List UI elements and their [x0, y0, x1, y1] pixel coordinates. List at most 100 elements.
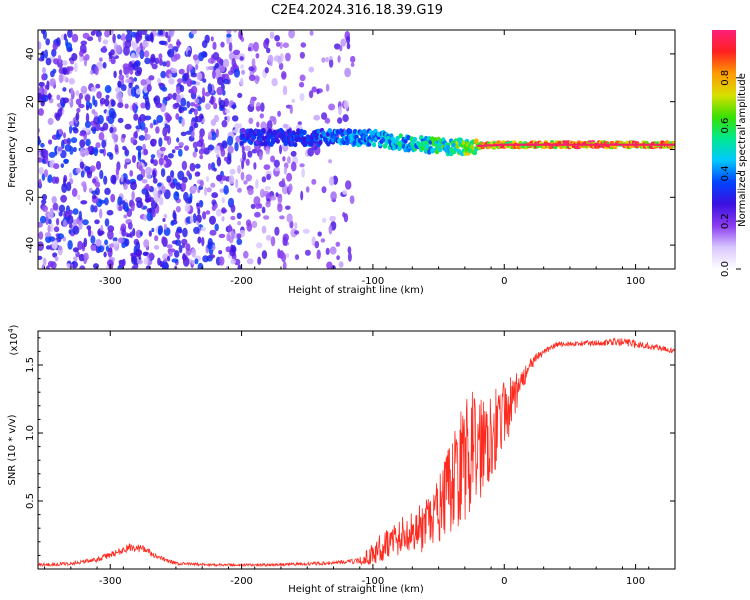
spectrogram-cell [154, 245, 160, 250]
spectrogram-cell [135, 125, 142, 130]
spectrogram-cell [84, 120, 92, 128]
spectrogram-cell [251, 220, 258, 228]
spectrogram-cell [105, 94, 110, 99]
spectrogram-cell [107, 229, 114, 240]
colorbar-tick-label: 0.4 [720, 165, 731, 181]
spectrogram-cell [137, 149, 142, 158]
spectrogram-cell [155, 126, 160, 134]
spectrogram-cell [219, 65, 226, 73]
spectrogram-cell [207, 238, 213, 247]
spectrogram-cell [121, 133, 126, 139]
spectrogram-cell [69, 172, 73, 179]
spectrogram-cell [115, 87, 121, 93]
spectrogram-cell [286, 128, 292, 134]
spectrogram-cell [104, 218, 110, 227]
spectrogram-cell [199, 180, 204, 188]
spectrogram-cell [38, 255, 43, 260]
spectrogram-cell [313, 114, 321, 121]
spectrogram-cell [57, 146, 63, 152]
spectrogram-cell [202, 255, 209, 263]
spectrogram-cell [282, 123, 289, 129]
spectrogram-cell [226, 115, 230, 123]
spectrogram-cell [151, 227, 155, 233]
spectrogram-cell [282, 85, 288, 96]
spectrogram-cell [241, 160, 245, 170]
spectrogram-cell [266, 120, 273, 130]
spectrogram-cell [321, 112, 328, 120]
spectrogram-cell [130, 203, 135, 212]
spectrogram-cell [395, 135, 400, 141]
spectrogram-cell [164, 96, 171, 101]
spectrogram-cell [226, 233, 231, 242]
spectrogram-cell [38, 81, 45, 87]
spectrogram-cell [201, 236, 205, 247]
spectrogram-cell [256, 121, 260, 128]
spectrogram-cell [371, 142, 377, 148]
spectrogram-cell [221, 120, 228, 128]
spectrogram-cell [102, 62, 107, 69]
spectrogram-cell [47, 174, 53, 184]
spectrogram-cell [263, 39, 269, 50]
spectrogram-cell [172, 212, 177, 220]
spectrogram-cell [73, 256, 78, 262]
spectrogram-cell [207, 131, 213, 141]
spectrogram-cell [254, 211, 261, 218]
spectrogram-cell [337, 55, 341, 63]
spectrogram-cell [255, 178, 259, 189]
spectrogram-cell [120, 84, 127, 92]
spectrogram-cell [85, 104, 90, 111]
spectrogram-cell [276, 41, 281, 47]
spectrogram-cell [38, 178, 42, 187]
colorbar-gradient [712, 30, 736, 269]
spectrogram-cell [90, 235, 96, 244]
spectrogram-cell [335, 241, 341, 247]
spectrogram-cell [324, 117, 331, 124]
spectrogram-cell [124, 163, 128, 170]
spectrogram-cell [98, 230, 105, 235]
spectrogram-cell [51, 48, 57, 58]
spectrogram-cell [275, 192, 279, 198]
spectrogram-cell [274, 226, 280, 236]
spectrogram-cell [236, 238, 243, 246]
spectrogram-cell [159, 146, 166, 152]
spectrogram-cell [198, 148, 204, 155]
spectrogram-cell [53, 226, 60, 233]
spectrogram-cell [230, 204, 236, 213]
spectrogram-cell [90, 244, 97, 252]
spectrogram-cell [210, 36, 214, 42]
spectrogram-cell [412, 136, 418, 142]
spectrogram-cell [55, 176, 60, 184]
spectrogram-cell [150, 53, 156, 63]
spectrogram-cell [239, 140, 244, 146]
spectrogram-cell [174, 239, 182, 247]
colorbar-tick-label: 0.6 [720, 118, 731, 134]
spectrogram-cell [67, 30, 73, 38]
spectrogram-cell [216, 86, 224, 96]
spectrogram-cell [236, 233, 242, 240]
spectrogram-cell [47, 224, 51, 233]
spectrogram-cell [390, 136, 396, 142]
spectrogram-cell [69, 59, 75, 65]
spectrogram-cell [209, 229, 217, 236]
spectrogram-cell [170, 220, 175, 226]
spectrogram-cell [93, 99, 98, 108]
spectrogram-cell [275, 138, 280, 144]
spectrogram-cell [80, 85, 88, 94]
spectrogram-cell [111, 131, 116, 140]
spectrogram-cell [158, 82, 164, 87]
spectrogram-cell [93, 263, 99, 269]
spectrogram-cell [139, 49, 145, 60]
spectrogram-cell [79, 265, 86, 269]
spectrogram-cell [350, 55, 356, 63]
spectrogram-cell [71, 126, 78, 131]
spectrogram-cell [145, 166, 153, 175]
spectrogram-cell [158, 53, 163, 60]
spectrogram-cell [247, 47, 252, 52]
spectrogram-cell [163, 135, 169, 141]
y-tick-label: 0 [25, 146, 36, 152]
spectrogram-cell [145, 190, 150, 200]
spectrogram-cell [258, 151, 263, 161]
spectrogram-cell [110, 193, 116, 203]
spectrogram-cell [232, 129, 239, 134]
